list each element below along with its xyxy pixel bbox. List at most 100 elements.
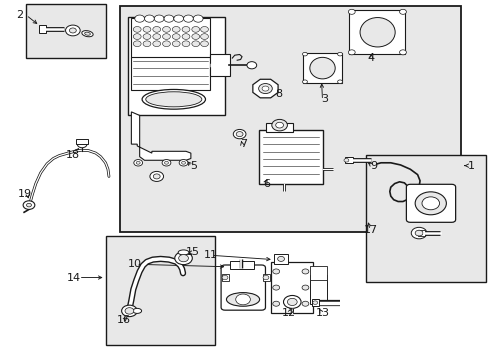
Bar	[311, 299, 319, 306]
Bar	[221, 274, 228, 281]
Circle shape	[153, 27, 160, 32]
Circle shape	[134, 159, 142, 166]
Circle shape	[181, 161, 185, 164]
Circle shape	[287, 298, 297, 306]
Circle shape	[275, 122, 283, 128]
Circle shape	[163, 15, 173, 22]
Circle shape	[172, 34, 180, 40]
Circle shape	[164, 161, 168, 164]
Circle shape	[262, 86, 268, 91]
Circle shape	[272, 269, 279, 274]
Circle shape	[235, 294, 250, 305]
Ellipse shape	[309, 57, 334, 79]
Circle shape	[143, 41, 151, 46]
Circle shape	[272, 301, 279, 306]
Text: 18: 18	[66, 150, 80, 160]
Text: 12: 12	[282, 308, 296, 318]
Bar	[310, 266, 327, 280]
Circle shape	[135, 15, 144, 22]
Circle shape	[277, 256, 284, 261]
Circle shape	[399, 50, 406, 55]
Ellipse shape	[145, 92, 202, 107]
Bar	[120, 6, 461, 232]
Circle shape	[136, 161, 140, 164]
Circle shape	[191, 27, 199, 32]
Circle shape	[178, 255, 188, 262]
Circle shape	[162, 159, 170, 166]
Circle shape	[65, 25, 80, 36]
Text: 2: 2	[16, 10, 23, 20]
Text: 10: 10	[127, 259, 142, 269]
Circle shape	[144, 15, 154, 22]
Circle shape	[312, 301, 317, 305]
Text: 4: 4	[367, 53, 374, 63]
Text: 15: 15	[186, 247, 200, 257]
Circle shape	[150, 171, 163, 181]
Circle shape	[23, 201, 35, 210]
Circle shape	[410, 227, 426, 239]
Text: 14: 14	[67, 273, 81, 283]
Circle shape	[343, 158, 348, 162]
Circle shape	[272, 285, 279, 290]
Bar	[310, 275, 327, 304]
Circle shape	[172, 27, 180, 32]
Circle shape	[236, 132, 243, 136]
Circle shape	[143, 34, 151, 40]
Ellipse shape	[84, 32, 90, 35]
Bar	[266, 123, 293, 132]
Bar	[366, 155, 485, 282]
Circle shape	[414, 192, 446, 215]
Circle shape	[263, 275, 268, 280]
Polygon shape	[131, 112, 190, 160]
Circle shape	[172, 41, 180, 46]
Text: 1: 1	[467, 161, 474, 171]
Ellipse shape	[133, 309, 142, 314]
Bar	[39, 25, 45, 33]
Circle shape	[162, 34, 170, 40]
Circle shape	[302, 269, 308, 274]
Bar	[128, 17, 224, 116]
Circle shape	[191, 41, 199, 46]
Circle shape	[302, 301, 308, 306]
Circle shape	[133, 27, 141, 32]
FancyBboxPatch shape	[221, 265, 265, 310]
Circle shape	[200, 41, 208, 46]
Bar	[131, 18, 210, 58]
Circle shape	[154, 15, 163, 22]
Ellipse shape	[142, 89, 205, 109]
Circle shape	[222, 275, 227, 280]
Circle shape	[271, 120, 287, 131]
Circle shape	[153, 34, 160, 40]
Circle shape	[182, 41, 189, 46]
Circle shape	[182, 27, 189, 32]
Bar	[105, 235, 215, 345]
Bar	[210, 54, 229, 76]
Circle shape	[193, 15, 203, 22]
Circle shape	[191, 34, 199, 40]
Text: 11: 11	[203, 250, 217, 260]
Circle shape	[421, 197, 439, 210]
Polygon shape	[252, 79, 278, 98]
Bar	[303, 53, 341, 83]
Circle shape	[347, 50, 354, 55]
Bar	[273, 253, 288, 264]
Circle shape	[200, 27, 208, 32]
Text: 17: 17	[364, 225, 378, 235]
Bar	[262, 274, 269, 281]
Circle shape	[337, 80, 342, 84]
Circle shape	[258, 84, 272, 94]
Circle shape	[246, 62, 256, 69]
Circle shape	[347, 9, 354, 14]
Circle shape	[179, 159, 187, 166]
Bar	[348, 10, 405, 54]
Bar	[259, 130, 322, 184]
Text: 3: 3	[321, 94, 328, 104]
Circle shape	[133, 41, 141, 46]
Circle shape	[302, 80, 307, 84]
Bar	[131, 57, 210, 90]
Bar	[344, 157, 352, 163]
Ellipse shape	[178, 250, 188, 255]
Circle shape	[77, 140, 87, 148]
Circle shape	[283, 296, 301, 309]
Text: 7: 7	[240, 139, 246, 149]
